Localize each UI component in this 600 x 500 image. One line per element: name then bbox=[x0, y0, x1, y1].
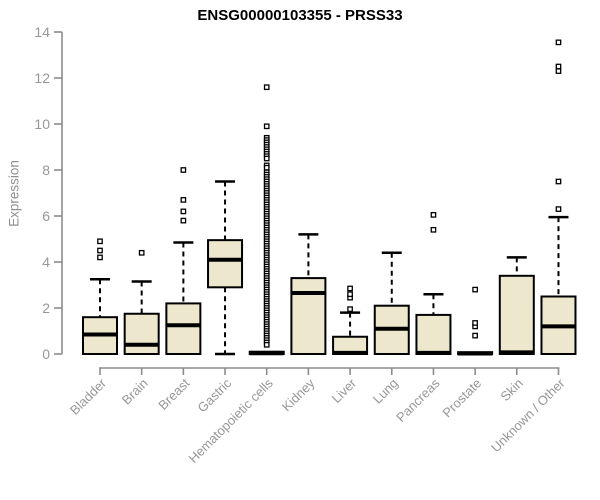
x-axis-label: Skin bbox=[497, 376, 525, 404]
outlier-point bbox=[555, 206, 562, 212]
y-tick-label: 6 bbox=[42, 208, 50, 224]
y-tick-label: 10 bbox=[34, 116, 50, 132]
outlier-point bbox=[472, 286, 478, 293]
box-lung bbox=[373, 251, 410, 356]
outlier-point bbox=[180, 167, 187, 173]
outlier-point bbox=[180, 208, 187, 215]
outlier-point bbox=[97, 254, 103, 261]
outlier-point bbox=[263, 155, 270, 162]
outlier-point bbox=[263, 123, 270, 130]
outlier-point bbox=[472, 320, 478, 326]
box-body bbox=[415, 313, 452, 355]
y-tick-label: 4 bbox=[42, 254, 50, 270]
y-tick-label: 2 bbox=[42, 300, 50, 316]
box-body bbox=[207, 239, 244, 289]
box-body bbox=[165, 302, 202, 355]
y-tick-label: 14 bbox=[34, 24, 50, 40]
y-tick-label: 0 bbox=[42, 346, 50, 362]
outlier-point bbox=[180, 217, 187, 224]
outlier-point bbox=[263, 84, 270, 91]
outlier-point bbox=[347, 291, 353, 298]
outlier-point bbox=[263, 341, 270, 348]
box-liver bbox=[332, 285, 369, 355]
outlier-point bbox=[347, 285, 353, 292]
box-prostate bbox=[457, 286, 494, 356]
box-body bbox=[290, 277, 327, 356]
x-axis-label: Liver bbox=[329, 375, 360, 406]
x-axis-label: Bladder bbox=[67, 375, 110, 418]
outlier-point bbox=[472, 332, 478, 339]
outlier-point bbox=[430, 226, 437, 233]
x-axis-label: Breast bbox=[155, 375, 192, 412]
outlier-point bbox=[138, 249, 145, 256]
outlier-point bbox=[263, 164, 270, 171]
box-hematopoietic-cells bbox=[248, 84, 285, 356]
y-axis-title: Expression bbox=[6, 160, 22, 227]
x-axis-label: Prostate bbox=[439, 376, 484, 421]
outlier-point bbox=[555, 39, 562, 46]
box-brain bbox=[123, 249, 160, 355]
outlier-point bbox=[180, 197, 187, 203]
outlier-point bbox=[97, 247, 103, 254]
x-axis-label: Pancreas bbox=[393, 375, 443, 425]
box-gastric bbox=[207, 180, 244, 356]
box-pancreas bbox=[415, 211, 452, 355]
x-axis-label: Kidney bbox=[279, 375, 318, 414]
x-axis-label: Unknown / Other bbox=[488, 375, 568, 455]
y-tick-label: 12 bbox=[34, 70, 50, 86]
chart-title: ENSG00000103355 - PRSS33 bbox=[197, 7, 403, 24]
outlier-point bbox=[97, 238, 103, 245]
outlier-point bbox=[347, 306, 353, 313]
box-unknown-other bbox=[540, 39, 577, 355]
outlier-point bbox=[430, 211, 437, 218]
box-kidney bbox=[290, 233, 327, 356]
box-skin bbox=[498, 256, 535, 355]
box-breast bbox=[165, 167, 202, 355]
outlier-point bbox=[555, 178, 562, 185]
x-axis-label: Brain bbox=[119, 376, 151, 408]
outlier-point bbox=[555, 63, 562, 70]
y-tick-label: 8 bbox=[42, 162, 50, 178]
box-bladder bbox=[82, 238, 118, 356]
box-body bbox=[123, 312, 160, 355]
box-body bbox=[498, 274, 535, 355]
outlier-point bbox=[555, 68, 562, 74]
x-axis-label: Lung bbox=[370, 376, 401, 407]
x-axis-label: Gastric bbox=[194, 375, 234, 415]
